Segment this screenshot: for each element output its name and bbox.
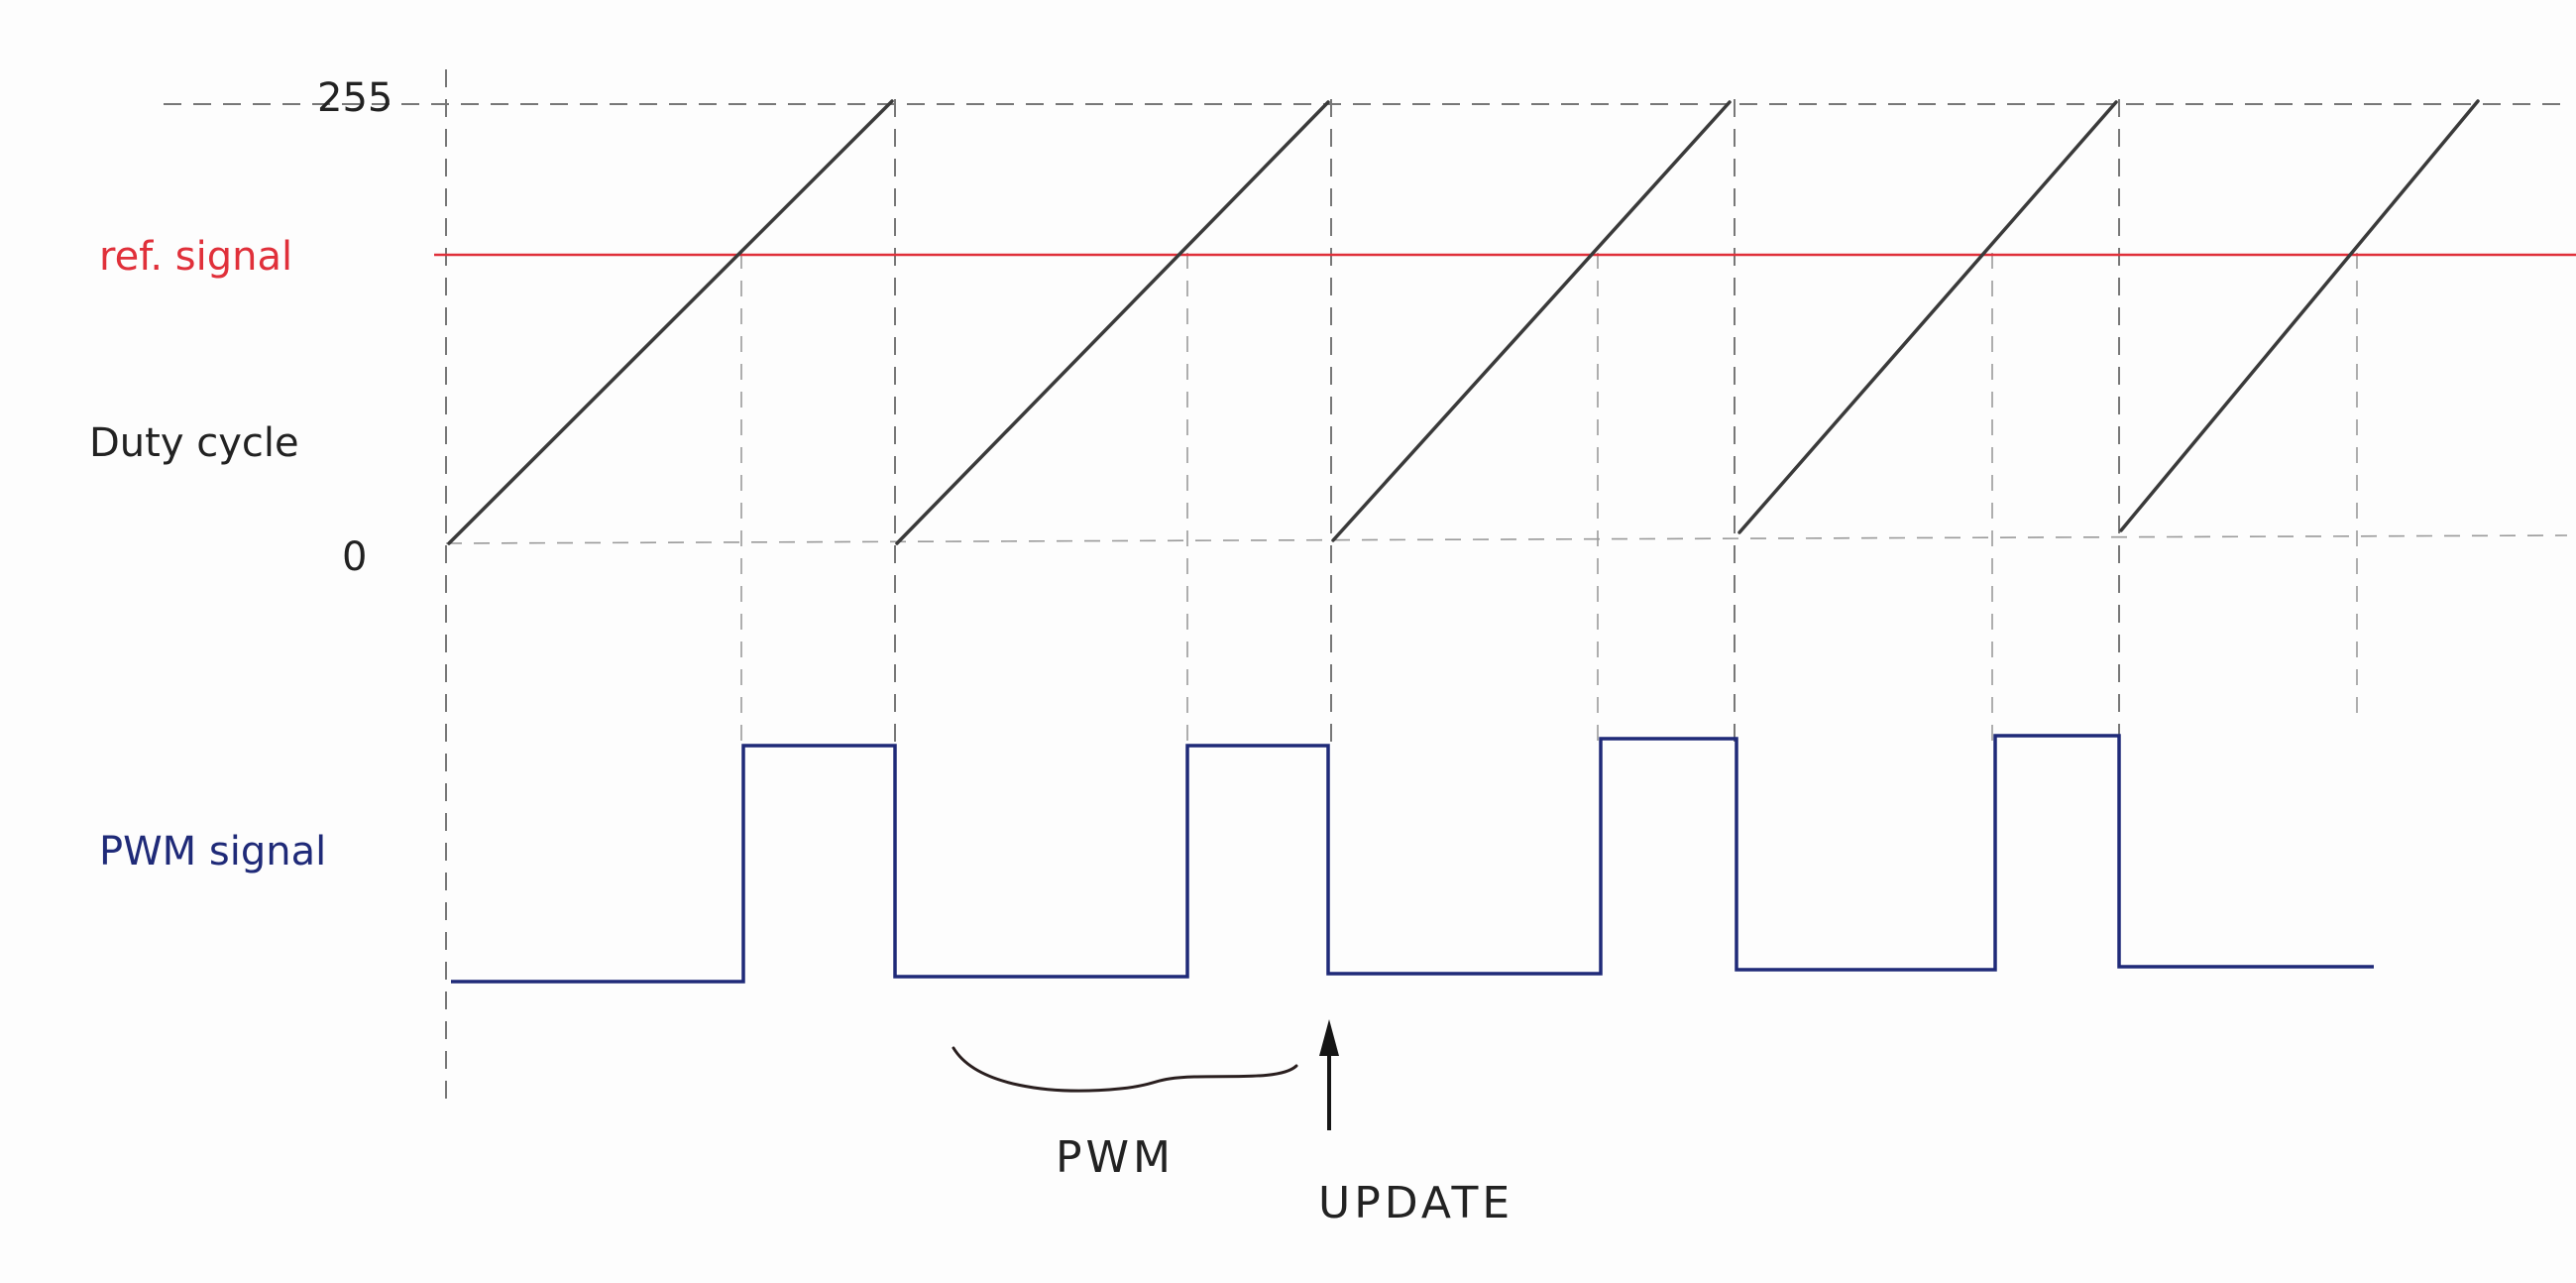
pwm-period-label: PWM xyxy=(1056,1132,1175,1183)
update-arrow xyxy=(1319,1019,1339,1130)
ramp-5 xyxy=(2119,99,2480,532)
zero-level-guide xyxy=(445,534,2568,544)
ref-signal-label: ref. signal xyxy=(99,234,292,280)
y-min-label: 0 xyxy=(342,534,367,580)
ramp-4 xyxy=(1737,100,2118,534)
reset-guides xyxy=(894,99,2120,744)
ramp-2 xyxy=(895,100,1330,545)
pwm-signal-label: PWM signal xyxy=(99,829,326,875)
crossing-guides xyxy=(740,253,2358,744)
pwm-signal-wave xyxy=(451,734,2374,984)
ramp-1 xyxy=(447,99,894,545)
y-max-label: 255 xyxy=(317,75,392,121)
update-arrow-head xyxy=(1319,1019,1339,1056)
update-label: UPDATE xyxy=(1318,1178,1513,1228)
sawtooth-wave xyxy=(447,99,2480,545)
pwm-period-brace xyxy=(952,1046,1298,1093)
ramp-3 xyxy=(1331,100,1732,542)
duty-cycle-label: Duty cycle xyxy=(89,420,299,466)
